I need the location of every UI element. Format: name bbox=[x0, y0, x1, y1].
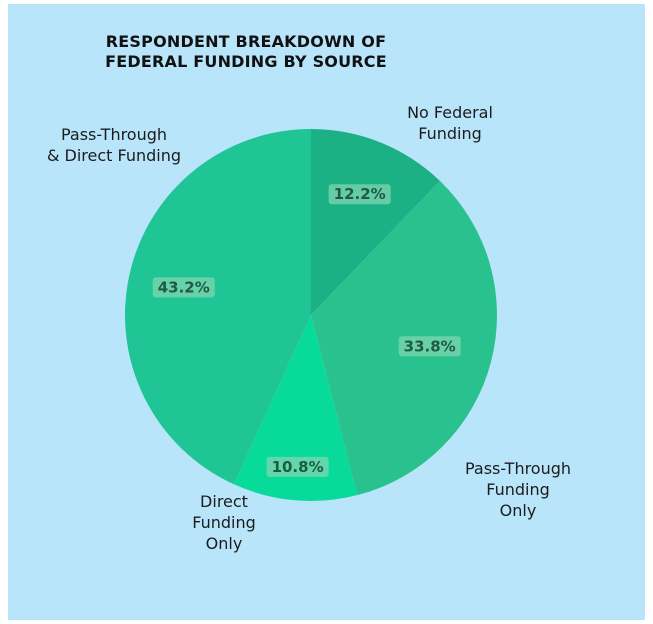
percent-label-text: 43.2% bbox=[158, 278, 210, 296]
category-label-line: & Direct Funding bbox=[47, 146, 181, 165]
category-label-line: Direct bbox=[200, 492, 248, 511]
category-label-line: Only bbox=[500, 501, 537, 520]
slice-category-label-4: Pass-Through & Direct Funding bbox=[47, 125, 181, 165]
percent-label-box bbox=[328, 184, 391, 205]
slice-category-label-1: No Federal Funding bbox=[407, 103, 493, 143]
chart-title: RESPONDENT BREAKDOWN OF FEDERAL FUNDING … bbox=[56, 32, 436, 72]
category-label-line: Funding bbox=[418, 124, 482, 143]
slice-percent-label-1: 12.2% bbox=[328, 184, 391, 205]
chart-title-line-1: RESPONDENT BREAKDOWN OF bbox=[105, 32, 387, 51]
slice-percent-label-4: 43.2% bbox=[152, 277, 215, 298]
category-label-line: No Federal bbox=[407, 103, 493, 122]
slice-category-label-2: Pass-Through Funding Only bbox=[465, 459, 571, 520]
percent-label-text: 10.8% bbox=[272, 458, 324, 476]
category-label-line: Pass-Through bbox=[465, 459, 571, 478]
slice-percent-label-3: 10.8% bbox=[266, 456, 329, 477]
pie-slice-4 bbox=[125, 129, 311, 485]
slice-percent-label-2: 33.8% bbox=[398, 336, 461, 357]
percent-label-box bbox=[266, 456, 329, 477]
category-label-line: Funding bbox=[192, 513, 256, 532]
category-label-line: Pass-Through bbox=[61, 125, 167, 144]
percent-label-text: 12.2% bbox=[334, 185, 386, 203]
category-label-line: Only bbox=[206, 534, 243, 553]
percent-label-text: 33.8% bbox=[404, 337, 456, 355]
percent-label-box bbox=[398, 336, 461, 357]
percent-label-box bbox=[152, 277, 215, 298]
pie-slice-1 bbox=[311, 129, 441, 315]
category-label-line: Funding bbox=[486, 480, 550, 499]
slice-category-label-3: Direct Funding Only bbox=[192, 492, 256, 553]
pie-slice-3 bbox=[233, 315, 358, 501]
chart-title-line-2: FEDERAL FUNDING BY SOURCE bbox=[105, 52, 387, 71]
